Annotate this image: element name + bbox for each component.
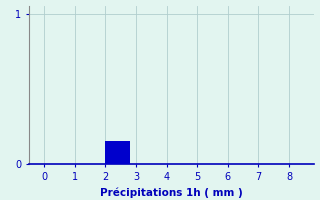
Bar xyxy=(105,141,130,164)
X-axis label: Précipitations 1h ( mm ): Précipitations 1h ( mm ) xyxy=(100,187,243,198)
